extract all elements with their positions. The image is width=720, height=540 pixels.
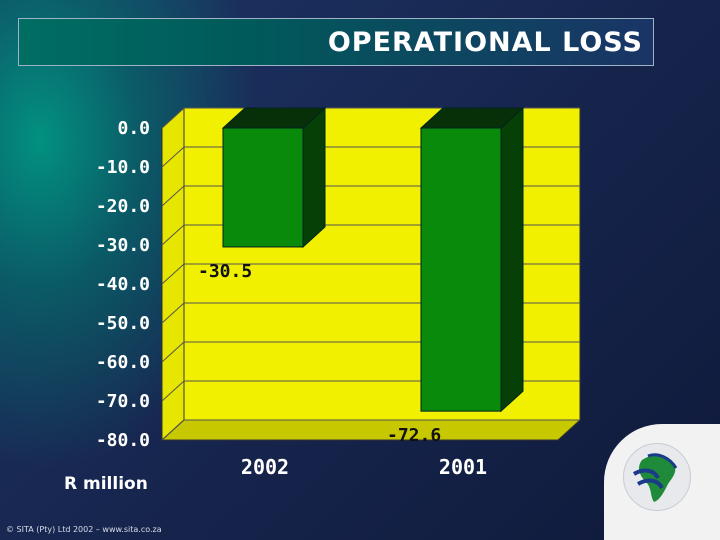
x-axis-ticks: 2002 2001 — [241, 455, 487, 479]
footer-copyright: © SITA (Pty) Ltd 2002 – www.sita.co.za — [6, 525, 162, 534]
gridline — [161, 419, 580, 441]
y-axis-label: R million — [64, 474, 148, 494]
bar-side — [302, 106, 326, 249]
chart-title: OPERATIONAL LOSS — [327, 27, 643, 58]
y-tick-label: -70.0 — [96, 391, 150, 412]
x-tick-label: 2002 — [241, 455, 289, 479]
y-tick-label: -80.0 — [96, 430, 150, 451]
bar — [420, 127, 502, 412]
plot-floor — [160, 419, 582, 441]
y-tick-label: -30.0 — [96, 235, 150, 256]
data-label: -72.6 — [387, 425, 441, 446]
bar — [222, 127, 304, 248]
data-labels: -30.5 -72.6 — [198, 261, 441, 446]
y-tick-label: -20.0 — [96, 196, 150, 217]
x-tick-label: 2001 — [439, 455, 487, 479]
y-tick-label: -40.0 — [96, 274, 150, 295]
y-tick-label: 0.0 — [117, 118, 150, 139]
y-tick-label: -60.0 — [96, 352, 150, 373]
y-tick-label: -10.0 — [96, 157, 150, 178]
logo — [604, 424, 720, 540]
bars — [221, 106, 525, 413]
sita-logo-icon — [623, 443, 691, 511]
data-label: -30.5 — [198, 261, 252, 282]
y-axis-ticks: 0.0 -10.0 -20.0 -30.0 -40.0 -50.0 -60.0 -70.0 -8… — [96, 118, 150, 451]
bar-side — [500, 106, 524, 413]
title-bar: OPERATIONAL LOSS — [18, 18, 654, 66]
y-tick-label: -50.0 — [96, 313, 150, 334]
